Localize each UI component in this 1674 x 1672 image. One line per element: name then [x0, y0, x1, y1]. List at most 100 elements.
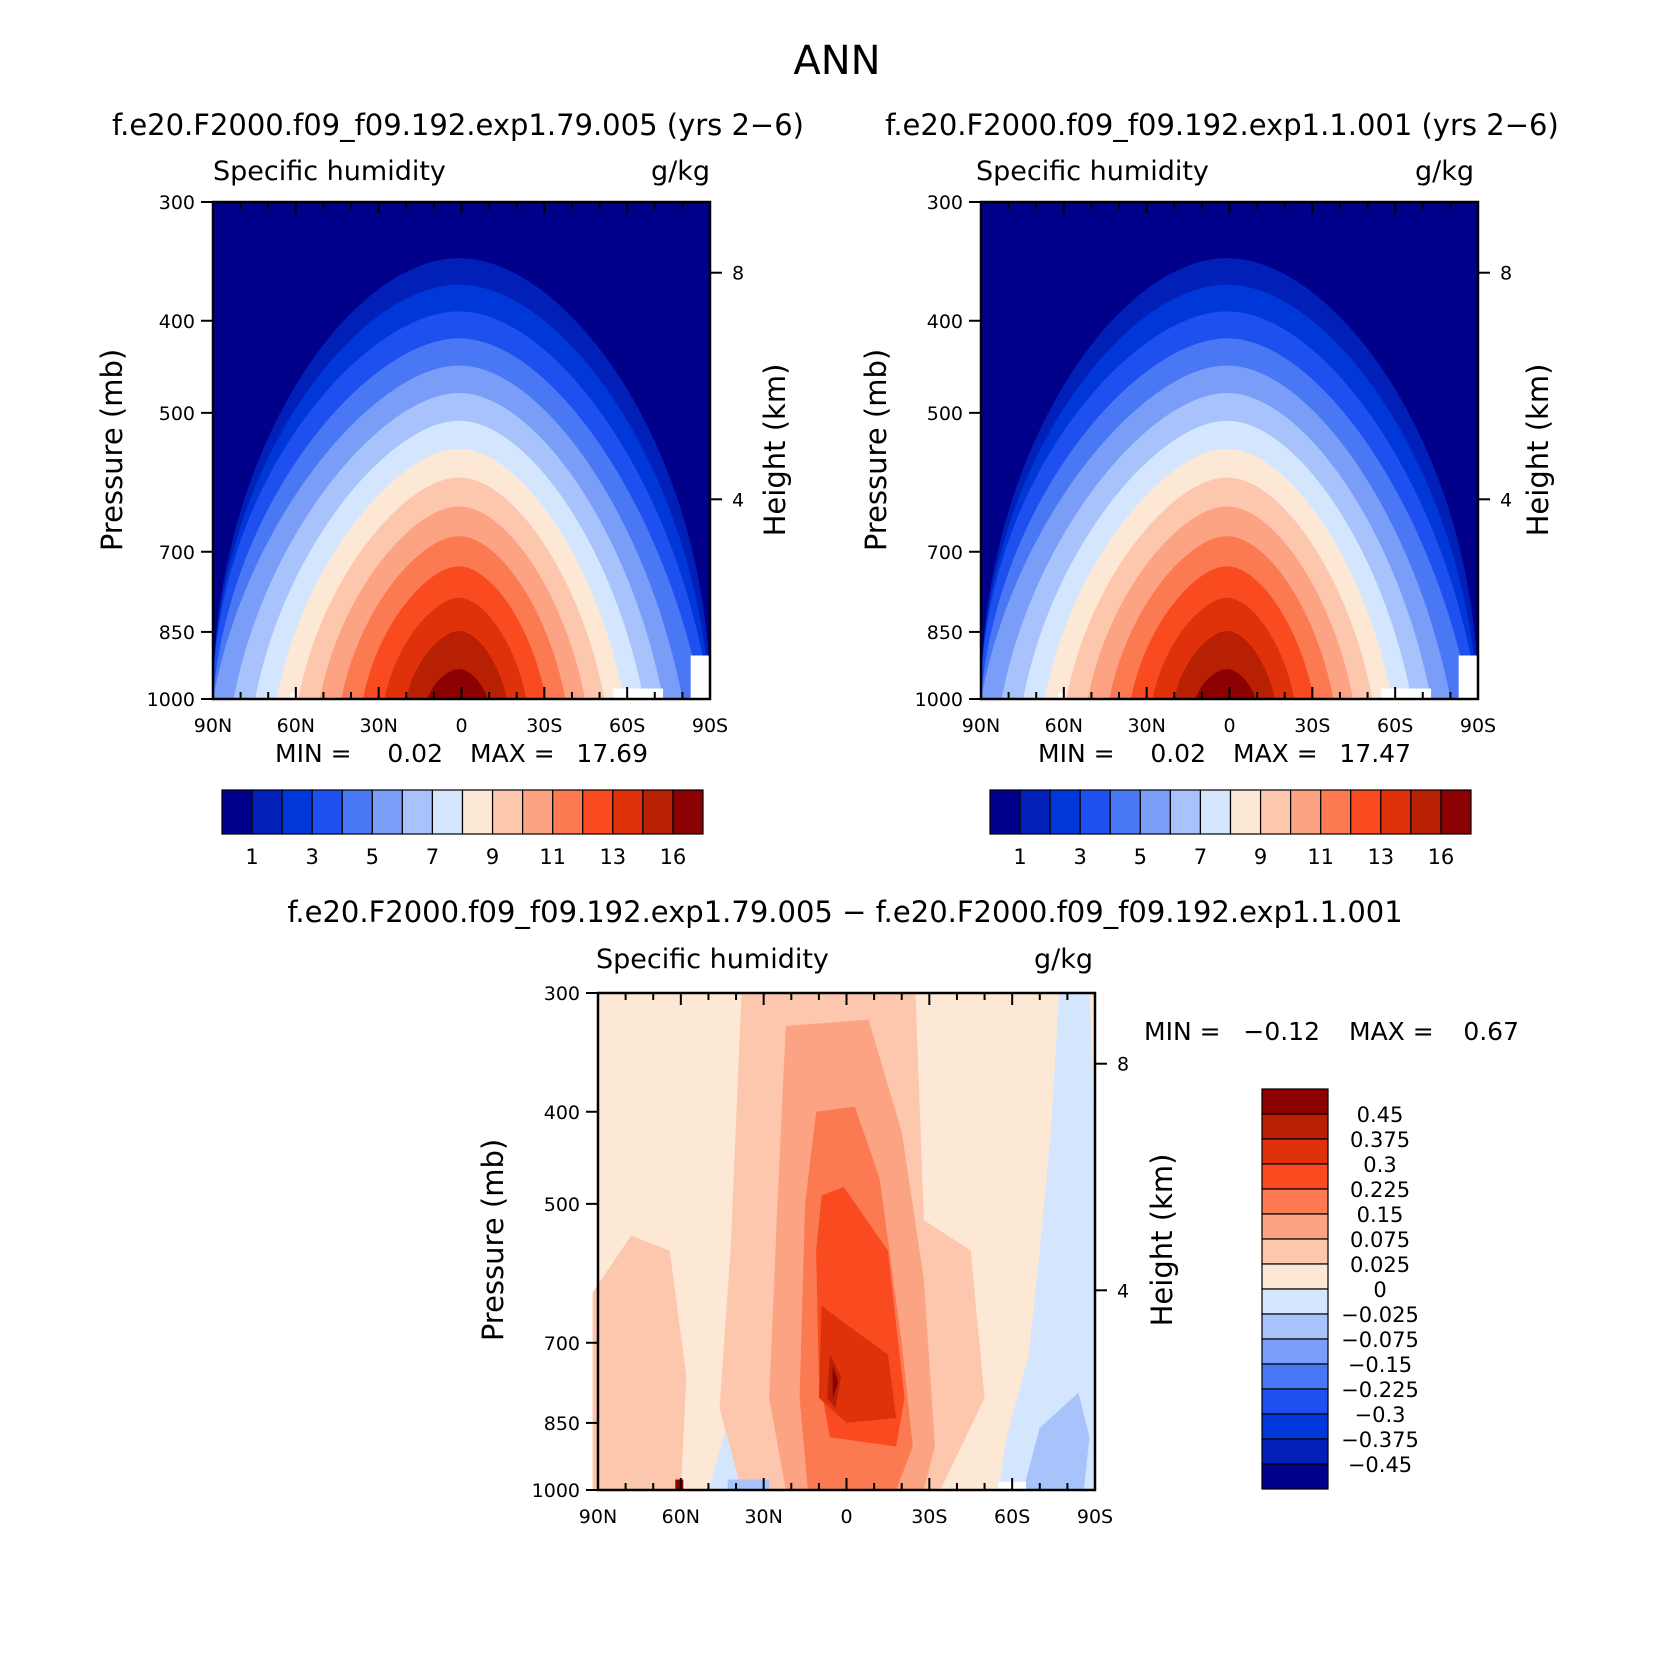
y2-tick-label: 4: [732, 489, 744, 511]
max-label: MAX =: [1349, 1017, 1434, 1046]
colorbar-box: [1049, 789, 1081, 835]
colorbar-box: [1320, 789, 1352, 835]
x-tick-label: 90S: [1077, 1506, 1113, 1528]
colorbar-box: [1261, 1238, 1329, 1265]
contour-band-0.3: [818, 1305, 897, 1423]
contour-band-0.45: [832, 1365, 839, 1398]
x-tick-label: 0: [1223, 715, 1235, 737]
colorbar-box: [281, 789, 313, 835]
colorbar-box: [221, 789, 253, 835]
y2-tick-label: 8: [732, 263, 744, 285]
colorbar: 1 3 5 7 9 11 13 16: [221, 789, 704, 869]
x-tick-label: 60S: [994, 1506, 1030, 1528]
y-axis-label: Pressure (mb): [476, 1139, 510, 1341]
x-tick-label: 60N: [277, 715, 315, 737]
min-label: MIN =: [275, 739, 352, 768]
max-label: MAX =: [1233, 739, 1318, 768]
colorbar-box: [1261, 1288, 1329, 1315]
max-value: 0.67: [1463, 1017, 1519, 1046]
colorbar-label: −0.075: [1341, 1328, 1419, 1352]
colorbar-box: [1380, 789, 1412, 835]
x-tick-label: 30N: [359, 715, 397, 737]
colorbar-box: [1079, 789, 1111, 835]
panel-difference: f.e20.F2000.f09_f09.192.exp1.79.005 − f.…: [287, 895, 1519, 1528]
colorbar-label: 0.15: [1357, 1203, 1404, 1227]
x-tick-label: 90S: [692, 715, 728, 737]
x-tick-label: 30S: [1294, 715, 1330, 737]
missing-data: [290, 692, 296, 699]
y-tick-label: 850: [927, 622, 963, 644]
contour-band-15: [406, 630, 507, 699]
colorbar-box: [582, 789, 614, 835]
x-tick-label: 30N: [1127, 715, 1165, 737]
x-tick-label: 90S: [1460, 715, 1496, 737]
colorbar-box: [1261, 1413, 1329, 1440]
contour-plot: [213, 202, 710, 699]
colorbar-box: [1410, 789, 1442, 835]
colorbar-box: [552, 789, 584, 835]
y-tick-label: 500: [159, 403, 195, 425]
colorbar-label: 9: [1254, 845, 1267, 869]
colorbar-label: 0.025: [1350, 1253, 1410, 1277]
max-value: 17.69: [576, 739, 648, 768]
colorbar-box: [1259, 789, 1292, 835]
x-tick-label: 60S: [609, 715, 645, 737]
colorbar-label: 5: [1134, 845, 1147, 869]
colorbar-box: [371, 789, 403, 835]
colorbar-box: [1261, 1338, 1329, 1365]
colorbar-label: 13: [1367, 845, 1394, 869]
y-tick-label: 1000: [915, 689, 963, 711]
contour-band-0.45-surface: [675, 1479, 684, 1490]
y2-axis-label: Height (km): [1145, 1154, 1179, 1327]
x-tick-label: 60N: [662, 1506, 700, 1528]
y2-tick-label: 4: [1500, 489, 1512, 511]
contour-band-neg-southern: [998, 993, 1095, 1490]
missing-data: [613, 688, 664, 699]
axes: 90N 60N 30N 0 30S 60S 90S 300 400 500 700 850 1000 8 4: [915, 192, 1512, 737]
colorbar-label: 13: [599, 845, 626, 869]
colorbar-box: [1440, 789, 1472, 835]
missing-data: [1058, 692, 1064, 699]
colorbar-label: 1: [1013, 845, 1026, 869]
y2-tick-label: 8: [1117, 1054, 1129, 1076]
colorbar-box: [1261, 1088, 1329, 1115]
contour-band-16: [427, 669, 488, 699]
missing-data: [690, 655, 710, 699]
y-tick-label: 1000: [532, 1480, 580, 1502]
colorbar-box: [642, 789, 674, 835]
y-axis-label: Pressure (mb): [95, 349, 129, 551]
colorbar-label: −0.15: [1348, 1353, 1412, 1377]
colorbar-box: [1109, 789, 1141, 835]
y-tick-label: 300: [544, 983, 580, 1005]
colorbar-label: 7: [1194, 845, 1207, 869]
y2-axis-label: Height (km): [1521, 364, 1555, 537]
colorbar: 1 3 5 7 9 11 13 16: [989, 789, 1472, 869]
figure-title: ANN: [793, 38, 880, 84]
min-label: MIN =: [1038, 739, 1115, 768]
colorbar-label: −0.3: [1355, 1403, 1406, 1427]
y-tick-label: 850: [159, 622, 195, 644]
axes: 90N 60N 30N 0 30S 60S 90S 300 400 500 700 850 1000 8 4: [532, 983, 1129, 1528]
colorbar-label: −0.225: [1341, 1378, 1419, 1402]
colorbar-box: [1261, 1263, 1329, 1290]
colorbar-label: −0.45: [1348, 1453, 1412, 1477]
y2-tick-label: 8: [1500, 263, 1512, 285]
colorbar-label: 7: [426, 845, 439, 869]
colorbar-box: [1261, 1138, 1329, 1165]
y-tick-label: 700: [544, 1333, 580, 1355]
colorbar-label: 0.45: [1357, 1103, 1404, 1127]
colorbar-label: −0.025: [1341, 1303, 1419, 1327]
y-tick-label: 400: [927, 311, 963, 333]
colorbar: 0.450.3750.30.2250.150.0750.0250−0.025−0…: [1261, 1088, 1419, 1490]
variable-label: Specific humidity: [213, 156, 446, 187]
colorbar-box: [341, 789, 373, 835]
panel-title: f.e20.F2000.f09_f09.192.exp1.79.005 − f.…: [287, 895, 1402, 929]
x-tick-label: 60N: [1045, 715, 1083, 737]
y-tick-label: 300: [159, 192, 195, 214]
colorbar-box: [491, 789, 524, 835]
y2-tick-label: 4: [1117, 1280, 1129, 1302]
y2-axis-label: Height (km): [758, 364, 792, 537]
colorbar-box: [401, 789, 434, 835]
colorbar-label: 11: [1307, 845, 1334, 869]
